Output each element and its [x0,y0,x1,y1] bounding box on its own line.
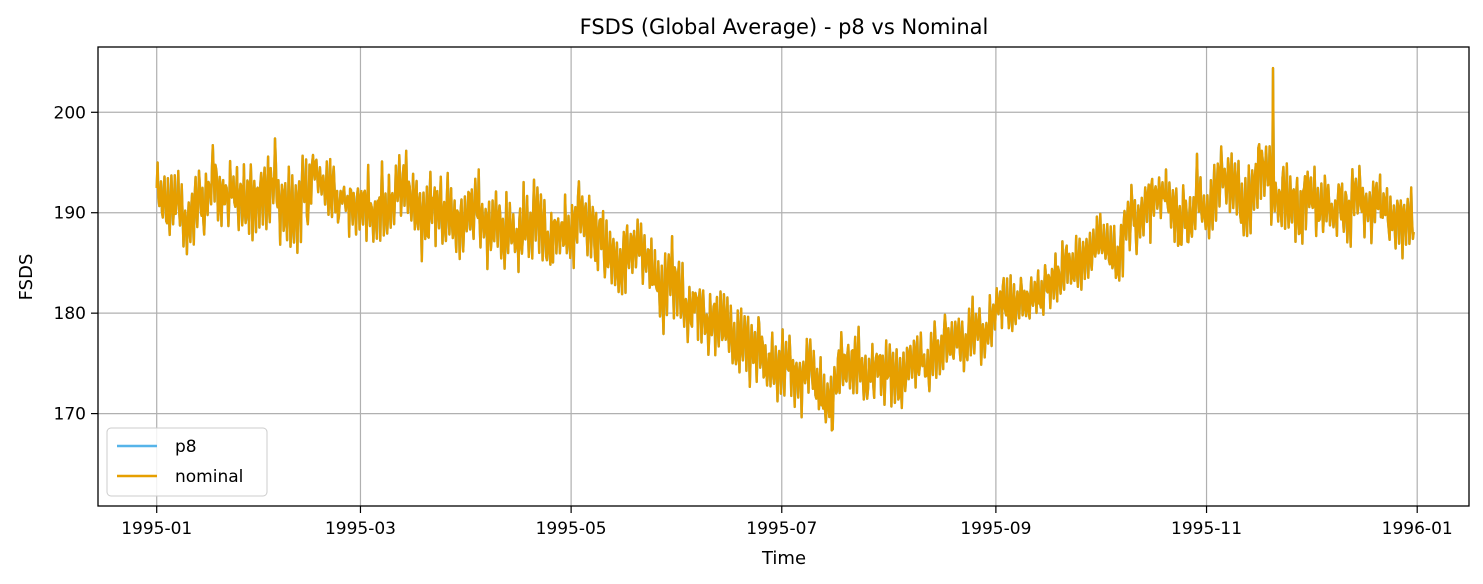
legend: p8 nominal [106,427,268,497]
series-line-nominal [155,66,1415,432]
y-tick-label: 180 [54,304,86,324]
chart-title: FSDS (Global Average) - p8 vs Nominal [580,15,989,39]
plot-frame [97,46,1470,507]
x-tick-label: 1995-09 [960,519,1031,539]
legend-label-p8: p8 [175,437,197,457]
x-tick-label: 1996-01 [1382,519,1453,539]
x-tick-label: 1995-11 [1171,519,1242,539]
x-tick-label: 1995-07 [746,519,817,539]
y-tick-label: 170 [54,405,86,425]
axis-ticks: 1995-01 1995-03 1995-05 1995-07 1995-09 1995-… [54,103,1453,539]
legend-label-nominal: nominal [175,467,243,487]
y-axis-label: FSDS [16,254,37,301]
y-tick-label: 190 [54,204,86,224]
x-tick-label: 1995-03 [325,519,396,539]
x-tick-label: 1995-05 [536,519,607,539]
x-tick-label: 1995-01 [121,519,192,539]
y-tick-label: 200 [54,103,86,123]
x-axis-label: Time [761,548,806,569]
